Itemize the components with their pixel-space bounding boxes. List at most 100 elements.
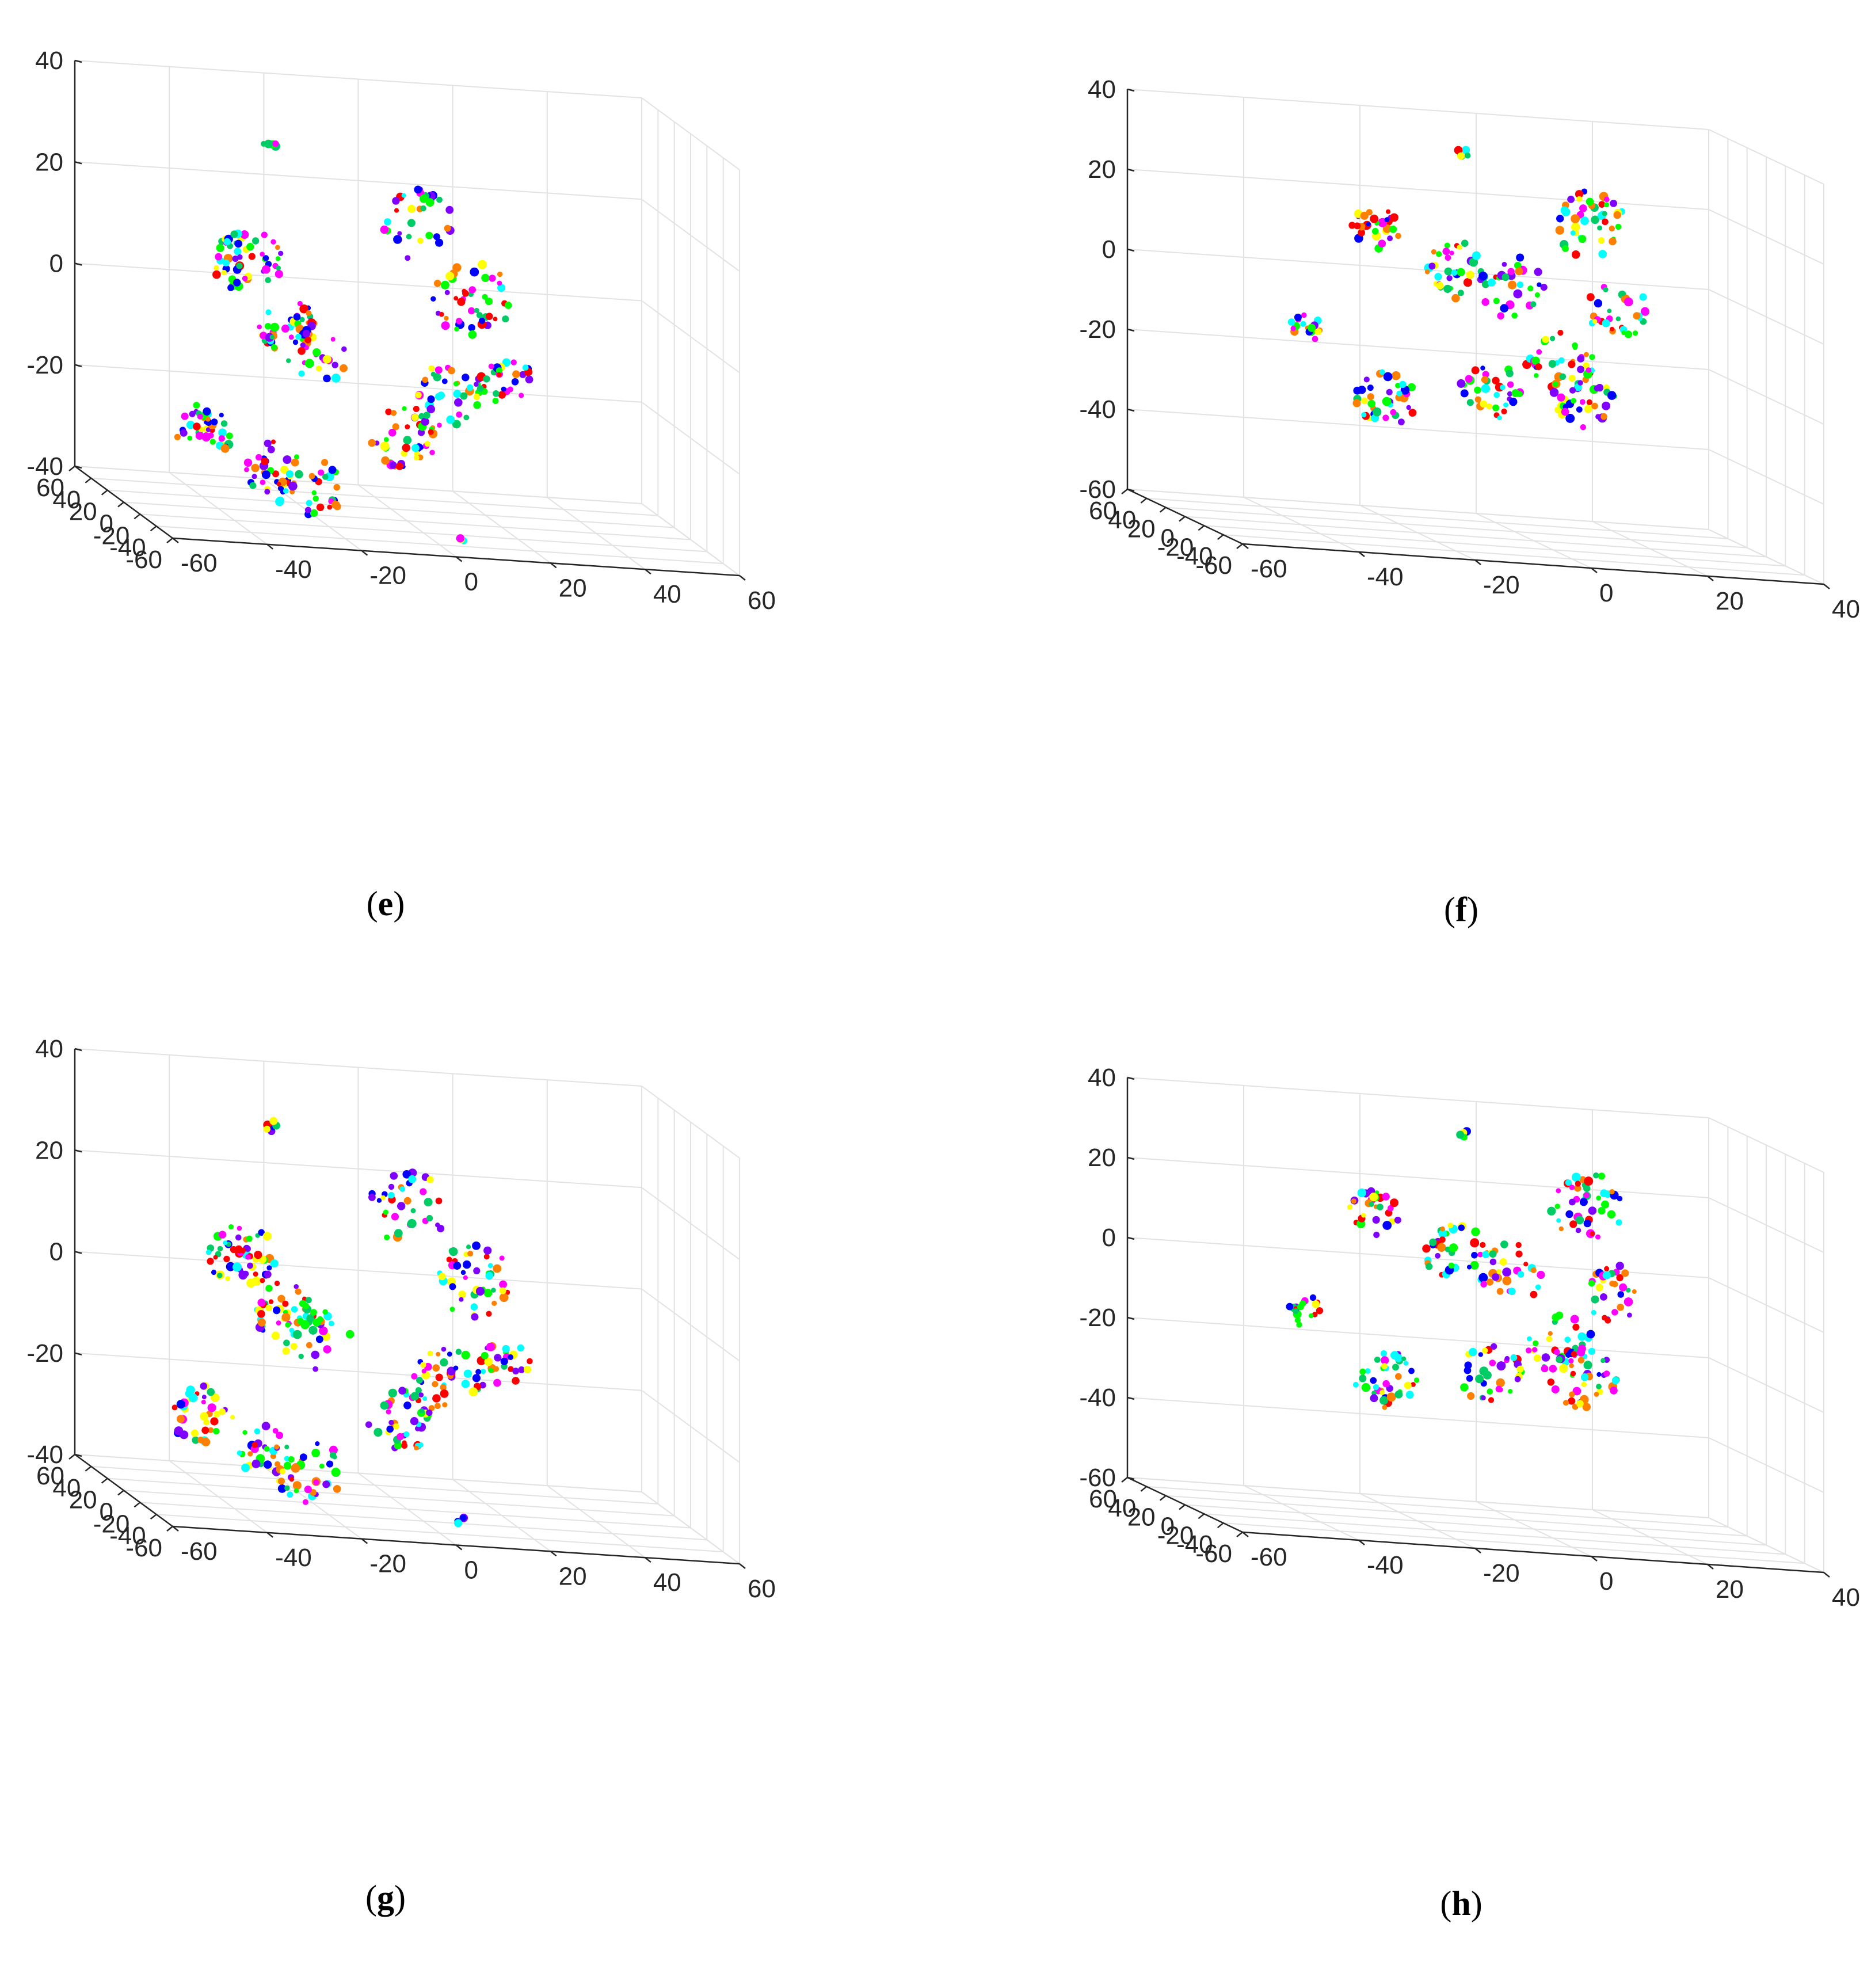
data-point — [496, 372, 502, 378]
data-point — [1611, 1309, 1618, 1316]
z-tick — [74, 364, 82, 367]
data-point — [1577, 365, 1584, 374]
x-tick — [1217, 1522, 1224, 1529]
data-point — [1502, 1276, 1512, 1286]
data-point — [230, 1415, 235, 1420]
data-point — [1497, 312, 1504, 320]
data-point — [294, 454, 299, 460]
data-point — [1405, 1391, 1414, 1399]
data-point — [1501, 408, 1507, 415]
data-point — [454, 398, 463, 407]
data-point — [483, 1254, 490, 1260]
data-point — [493, 1366, 500, 1372]
data-point — [1357, 1188, 1366, 1198]
data-point — [1492, 404, 1500, 412]
data-point — [1358, 386, 1366, 394]
data-point — [1593, 1172, 1599, 1179]
data-point — [270, 1259, 279, 1268]
x-tick-label: 0 — [100, 1498, 113, 1526]
z-tick-label: 0 — [1102, 1224, 1116, 1252]
x-tick — [134, 1502, 141, 1508]
y-tick-label: -60 — [181, 549, 218, 577]
data-point — [321, 459, 329, 466]
y-tick-label: 40 — [1832, 1583, 1860, 1612]
data-point — [380, 441, 390, 451]
data-point — [264, 489, 270, 495]
x-tick — [1179, 1504, 1186, 1510]
data-point — [1615, 223, 1622, 230]
data-point — [426, 405, 435, 414]
data-point — [1396, 390, 1403, 397]
data-point — [462, 290, 469, 297]
data-point — [205, 1250, 212, 1255]
data-point — [381, 456, 390, 465]
caption-paren-open: ( — [1444, 890, 1455, 928]
data-point — [1382, 1404, 1388, 1410]
data-point — [1465, 375, 1473, 383]
data-point — [1499, 1258, 1507, 1266]
data-point — [1597, 225, 1603, 231]
data-point — [283, 1339, 290, 1346]
data-point — [1598, 1172, 1606, 1180]
data-point — [1493, 298, 1500, 304]
data-point — [1460, 1383, 1469, 1392]
data-point — [402, 406, 407, 411]
data-point — [1596, 1195, 1602, 1201]
data-point — [220, 444, 230, 453]
z-tick-label: 40 — [1088, 1064, 1116, 1092]
y-tick — [1358, 1540, 1365, 1545]
panel-g: 40 20 0 -20 -40 60 40 20 0 -20 -40 -60 -60 -40 -20 0 20 4… — [0, 994, 938, 1988]
x-tick-label: 60 — [1089, 497, 1117, 525]
data-point — [1392, 1364, 1399, 1371]
data-point — [1384, 217, 1390, 223]
data-point — [1602, 218, 1609, 226]
data-point — [445, 272, 455, 281]
data-point — [264, 439, 272, 447]
data-point — [200, 1383, 208, 1390]
data-point — [233, 1262, 242, 1272]
data-point — [308, 1326, 318, 1335]
x-tick-label: -40 — [109, 1522, 146, 1550]
data-point — [1602, 211, 1607, 216]
data-point — [484, 1357, 493, 1366]
data-point — [304, 1486, 312, 1494]
data-point — [207, 1403, 216, 1412]
data-point — [1309, 1294, 1317, 1301]
data-point — [1604, 196, 1610, 203]
z-tick-label: -60 — [1079, 1464, 1116, 1492]
data-point — [253, 1271, 258, 1277]
data-point — [512, 370, 520, 378]
data-point — [454, 1519, 463, 1528]
data-point — [1639, 293, 1647, 301]
data-point — [523, 1365, 532, 1373]
data-point — [1367, 399, 1375, 408]
data-point — [473, 1267, 481, 1274]
data-point — [1561, 207, 1571, 216]
data-point — [328, 466, 337, 474]
data-point — [1584, 405, 1592, 413]
data-point — [403, 1431, 410, 1437]
data-point — [1558, 357, 1565, 364]
x-tick — [101, 489, 108, 496]
data-point — [269, 1117, 278, 1125]
data-point — [270, 239, 276, 245]
data-point — [1449, 250, 1454, 256]
wall-grid-line — [1127, 89, 1709, 130]
data-point — [275, 270, 283, 279]
y-tick-label: 20 — [559, 1562, 587, 1590]
data-point — [475, 1369, 482, 1375]
wall-grid-line — [1127, 169, 1709, 210]
data-point — [1575, 190, 1584, 199]
data-point — [448, 1247, 455, 1254]
data-point — [1373, 1384, 1379, 1391]
x-tick — [1236, 543, 1243, 549]
data-point — [1367, 384, 1374, 391]
x-tick-label: 20 — [69, 498, 97, 526]
data-point — [207, 1388, 215, 1396]
data-point — [1294, 313, 1302, 321]
data-point — [428, 429, 434, 435]
data-point — [1534, 373, 1539, 378]
